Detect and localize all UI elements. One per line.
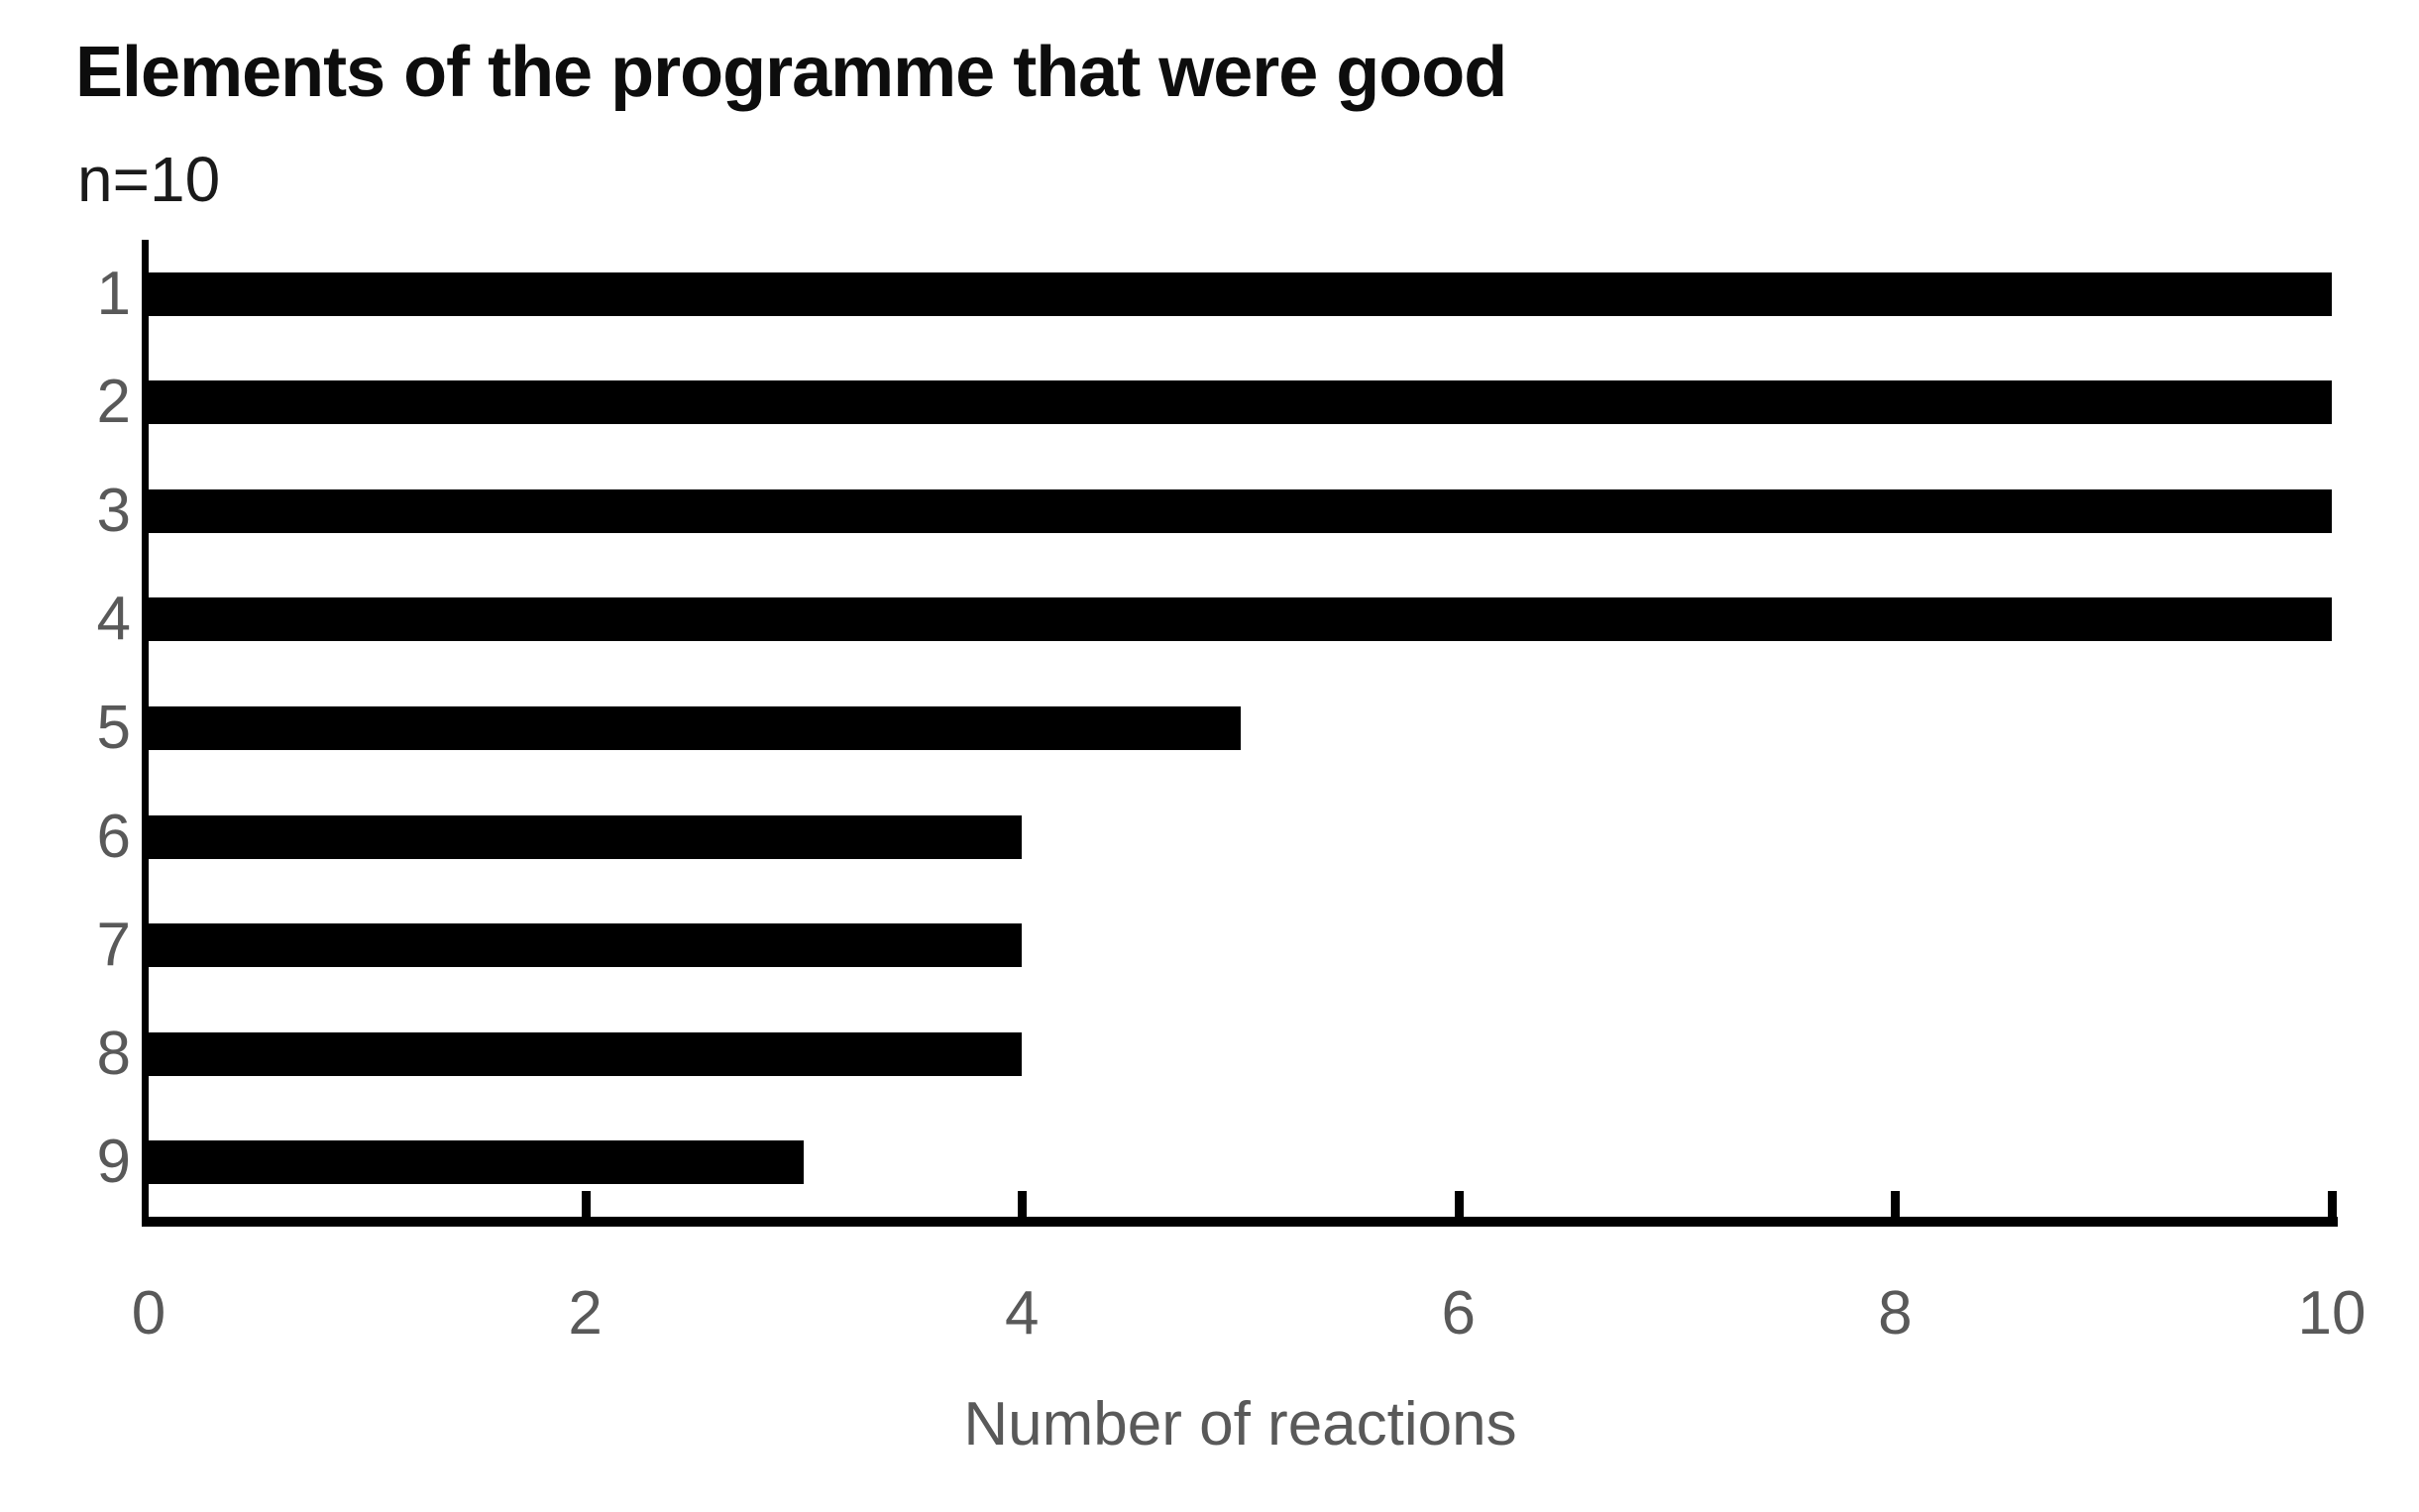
x-tick-label-2: 2 [568,1279,603,1348]
category-label-6: 6 [96,802,131,871]
x-tick-label-6: 6 [1441,1279,1477,1348]
bar-1 [149,271,2332,316]
category-label-7: 7 [96,911,131,980]
bar-5 [149,706,1241,750]
x-axis-title: Number of reactions [963,1390,1517,1458]
x-tick-label-0: 0 [131,1279,166,1348]
y-axis-line [142,240,149,1227]
chart-title: Elements of the programme that were good [75,33,1507,112]
category-label-3: 3 [96,476,131,545]
x-tick-8 [1891,1191,1901,1217]
category-label-9: 9 [96,1128,131,1197]
bar-7 [149,923,1023,968]
x-tick-6 [1454,1191,1464,1217]
category-label-5: 5 [96,694,131,762]
x-tick-4 [1018,1191,1028,1217]
bar-8 [149,1031,1023,1076]
bar-3 [149,488,2332,533]
x-axis-line [142,1217,2338,1227]
category-label-1: 1 [96,259,131,328]
category-label-2: 2 [96,368,131,437]
category-label-8: 8 [96,1019,131,1088]
bar-4 [149,597,2332,642]
bar-2 [149,380,2332,425]
x-tick-2 [581,1191,591,1217]
bar-6 [149,814,1023,859]
category-label-4: 4 [96,585,131,654]
chart-subtitle: n=10 [77,144,221,215]
x-tick-label-4: 4 [1004,1279,1040,1348]
plot-area [149,240,2332,1227]
x-tick-label-10: 10 [2297,1279,2366,1348]
x-tick-10 [2328,1191,2337,1217]
bar-9 [149,1140,804,1185]
x-tick-label-8: 8 [1878,1279,1913,1348]
